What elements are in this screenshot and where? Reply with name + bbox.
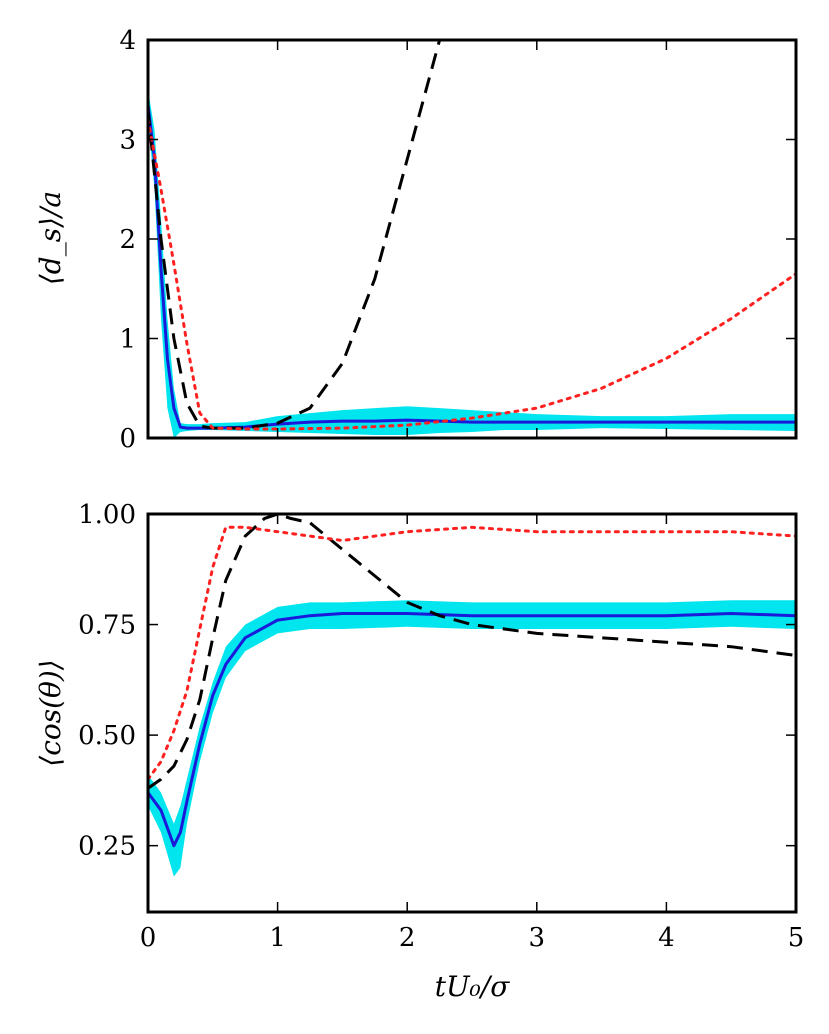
- y-axis-label: ⟨d_s⟩/a: [34, 191, 67, 285]
- y-tick-label: 0.50: [78, 721, 136, 751]
- x-tick-label: 1: [269, 923, 286, 953]
- plot-area: [148, 40, 796, 438]
- series-mean: [148, 612, 796, 848]
- y-tick-label: 3: [119, 126, 136, 156]
- y-tick-label: 0.75: [78, 611, 136, 641]
- x-axis-label: tU₀/σ: [435, 970, 511, 1003]
- series-dashed: [148, 514, 796, 790]
- y-tick-label: 0: [119, 424, 136, 454]
- spread-band: [148, 89, 796, 438]
- y-axis-label: ⟨cos(θ)⟩: [34, 659, 67, 766]
- y-tick-label: 1: [119, 325, 136, 355]
- x-tick-label: 3: [529, 923, 546, 953]
- x-tick-label: 2: [399, 923, 416, 953]
- series-dashed: [148, 40, 442, 430]
- y-tick-label: 2: [119, 225, 136, 255]
- y-tick-label: 1.00: [78, 500, 136, 530]
- axes-frame: [146, 512, 798, 914]
- series-dotted: [148, 118, 796, 431]
- x-tick-label: 0: [140, 923, 157, 953]
- y-tick-label: 0.25: [78, 832, 136, 862]
- top-panel: 0 1 2 3 4 ⟨d_s⟩/a: [34, 26, 798, 454]
- x-tick-label: 5: [788, 923, 805, 953]
- bottom-panel: 0 1 2 3 4 5 0.25 0.50 0.75 1.00 ⟨cos(θ)⟩ tU₀/σ: [34, 500, 804, 1003]
- spread-band: [148, 600, 796, 877]
- y-tick-label: 4: [119, 26, 136, 56]
- plot-area: [148, 514, 796, 877]
- axes-frame: [146, 38, 798, 440]
- series-mean: [148, 104, 796, 430]
- series-dotted: [148, 525, 796, 781]
- x-tick-label: 4: [658, 923, 675, 953]
